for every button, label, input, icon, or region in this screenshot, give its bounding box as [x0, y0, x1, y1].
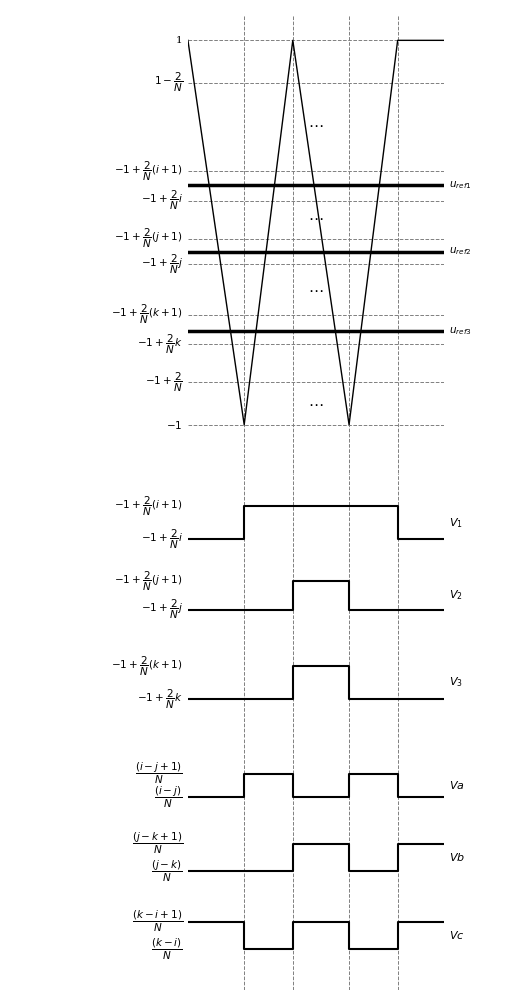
- Text: $\dfrac{(j-k+1)}{N}$: $\dfrac{(j-k+1)}{N}$: [132, 831, 183, 856]
- Text: $V_3$: $V_3$: [449, 676, 462, 689]
- Text: 1: 1: [176, 36, 183, 45]
- Text: $-1+\dfrac{2}{N}$: $-1+\dfrac{2}{N}$: [145, 371, 183, 394]
- Text: $-1+\dfrac{2}{N}(i+1)$: $-1+\dfrac{2}{N}(i+1)$: [114, 160, 183, 183]
- Text: $u_{ref1}$: $u_{ref1}$: [449, 179, 471, 191]
- Text: $u_{ref2}$: $u_{ref2}$: [449, 246, 471, 257]
- Text: $-1+\dfrac{2}{N}j$: $-1+\dfrac{2}{N}j$: [141, 598, 183, 621]
- Text: $\dfrac{(k-i+1)}{N}$: $\dfrac{(k-i+1)}{N}$: [132, 909, 183, 934]
- Text: $-1+\dfrac{2}{N}i$: $-1+\dfrac{2}{N}i$: [141, 527, 183, 551]
- Text: $\cdots$: $\cdots$: [308, 397, 324, 411]
- Text: $-1+\dfrac{2}{N}(k+1)$: $-1+\dfrac{2}{N}(k+1)$: [111, 654, 183, 678]
- Text: $u_{ref3}$: $u_{ref3}$: [449, 325, 471, 337]
- Text: $V_2$: $V_2$: [449, 589, 462, 602]
- Text: $\dfrac{(k-i)}{N}$: $\dfrac{(k-i)}{N}$: [151, 936, 183, 962]
- Text: $V_1$: $V_1$: [449, 516, 462, 530]
- Text: $-1+\dfrac{2}{N}(j+1)$: $-1+\dfrac{2}{N}(j+1)$: [114, 570, 183, 593]
- Text: $-1+\dfrac{2}{N}(k+1)$: $-1+\dfrac{2}{N}(k+1)$: [111, 303, 183, 326]
- Text: $1-\dfrac{2}{N}$: $1-\dfrac{2}{N}$: [153, 71, 183, 94]
- Text: $-1+\dfrac{2}{N}k$: $-1+\dfrac{2}{N}k$: [137, 333, 183, 356]
- Text: $\cdots$: $\cdots$: [308, 211, 324, 225]
- Text: $-1+\dfrac{2}{N}k$: $-1+\dfrac{2}{N}k$: [137, 687, 183, 711]
- Text: $-1$: $-1$: [167, 419, 183, 431]
- Text: $-1+\dfrac{2}{N}j$: $-1+\dfrac{2}{N}j$: [141, 253, 183, 276]
- Text: $Vb$: $Vb$: [449, 851, 465, 863]
- Text: $\cdots$: $\cdots$: [308, 283, 324, 297]
- Text: $-1+\dfrac{2}{N}(j+1)$: $-1+\dfrac{2}{N}(j+1)$: [114, 227, 183, 250]
- Text: $\cdots$: $\cdots$: [308, 118, 324, 132]
- Text: $Va$: $Va$: [449, 779, 465, 791]
- Text: $-1+\dfrac{2}{N}i$: $-1+\dfrac{2}{N}i$: [141, 189, 183, 212]
- Text: $Vc$: $Vc$: [449, 929, 465, 941]
- Text: $\dfrac{(i-j+1)}{N}$: $\dfrac{(i-j+1)}{N}$: [135, 761, 183, 786]
- Text: $\dfrac{(j-k)}{N}$: $\dfrac{(j-k)}{N}$: [151, 858, 183, 884]
- Text: $\dfrac{(i-j)}{N}$: $\dfrac{(i-j)}{N}$: [154, 784, 183, 810]
- Text: $-1+\dfrac{2}{N}(i+1)$: $-1+\dfrac{2}{N}(i+1)$: [114, 495, 183, 518]
